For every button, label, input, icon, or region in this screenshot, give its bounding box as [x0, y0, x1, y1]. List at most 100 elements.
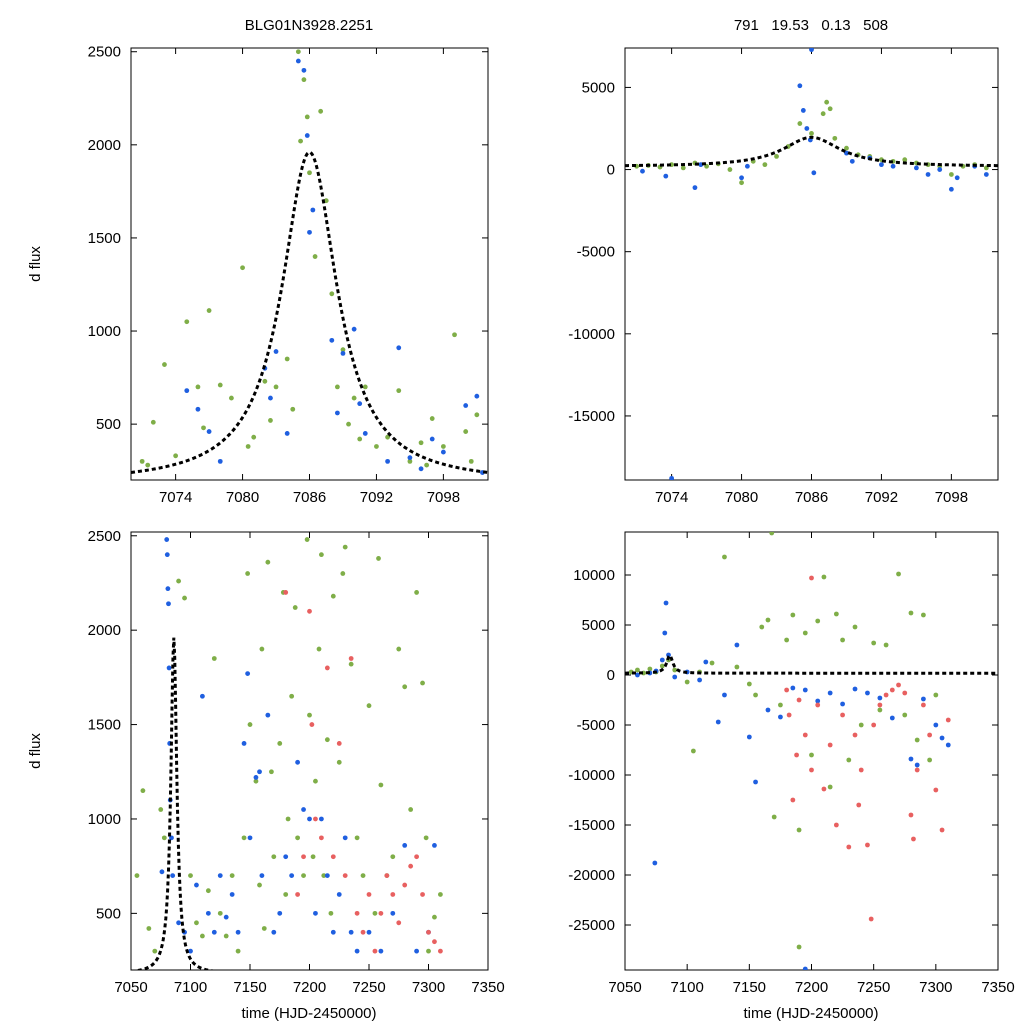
data-point: [292, 605, 298, 610]
series-green: [139, 49, 480, 468]
data-point: [301, 67, 307, 73]
y-tick-label: 1000: [88, 323, 121, 340]
data-point: [420, 680, 425, 686]
data-point: [815, 702, 821, 708]
data-point: [265, 712, 271, 718]
data-point: [858, 767, 864, 773]
data-point: [937, 167, 943, 172]
data-point: [268, 418, 273, 423]
data-point: [319, 835, 324, 841]
data-point: [896, 571, 901, 577]
data-point: [195, 406, 201, 412]
data-point: [245, 444, 251, 449]
data-point: [794, 752, 799, 758]
data-point: [809, 48, 814, 53]
data-point: [245, 571, 251, 576]
data-point: [800, 108, 806, 113]
data-point: [440, 444, 446, 449]
data-point: [945, 717, 951, 723]
y-tick-label: 2500: [88, 528, 121, 545]
data-point: [820, 111, 826, 117]
model-curve: [625, 135, 998, 168]
data-point: [802, 732, 808, 738]
data-point: [432, 914, 437, 920]
data-point: [945, 742, 951, 748]
data-point: [815, 698, 821, 704]
data-point: [790, 612, 796, 618]
y-tick-label: -10000: [568, 767, 615, 784]
data-point: [372, 948, 378, 954]
y-tick-label: 10000: [573, 567, 615, 584]
data-point: [840, 637, 845, 643]
data-point: [727, 167, 733, 172]
data-point: [833, 822, 839, 828]
data-point: [357, 401, 363, 407]
data-point: [744, 163, 750, 169]
x-axis-label: time (HJD-2450000): [743, 1005, 878, 1022]
x-tick-label: 7300: [412, 979, 445, 996]
data-point: [414, 948, 419, 954]
data-point: [809, 752, 814, 758]
data-point: [911, 836, 916, 842]
data-point: [229, 395, 234, 401]
x-tick-label: 7300: [919, 979, 952, 996]
data-point: [134, 873, 140, 879]
data-point: [253, 775, 259, 780]
data-point: [329, 291, 335, 297]
y-tick-label: 1000: [88, 811, 121, 828]
data-point: [295, 892, 300, 897]
y-tick-label: -15000: [568, 408, 615, 425]
data-point: [336, 759, 342, 765]
data-point: [273, 349, 279, 354]
data-point: [715, 719, 721, 725]
data-point: [217, 382, 223, 388]
data-point: [765, 707, 771, 713]
data-point: [372, 910, 378, 916]
data-point: [176, 578, 182, 584]
data-point: [319, 816, 324, 822]
data-point: [889, 715, 895, 721]
data-point: [152, 948, 158, 954]
data-point: [354, 910, 360, 916]
data-point: [865, 842, 870, 848]
data-point: [690, 748, 696, 754]
data-point: [414, 590, 419, 595]
data-point: [827, 106, 833, 112]
data-point: [310, 854, 316, 860]
x-tick-label: 7350: [981, 979, 1014, 996]
data-point: [821, 786, 827, 792]
data-point: [390, 892, 396, 897]
y-tick-label: -20000: [568, 867, 615, 884]
data-point: [298, 138, 303, 144]
data-point: [295, 58, 301, 64]
data-point: [351, 326, 357, 332]
data-point: [140, 788, 146, 794]
plot-area: [625, 48, 998, 480]
data-point: [295, 835, 300, 841]
data-point: [914, 737, 920, 743]
data-point: [407, 458, 413, 464]
data-point: [852, 686, 858, 692]
data-point: [217, 910, 223, 916]
data-point: [301, 807, 306, 812]
data-point: [640, 168, 645, 174]
data-point: [374, 444, 379, 449]
data-point: [396, 388, 402, 394]
data-point: [319, 552, 324, 558]
data-point: [206, 429, 212, 434]
data-point: [342, 873, 348, 879]
data-point: [844, 145, 849, 151]
data-point: [879, 162, 884, 168]
series-blue: [640, 48, 989, 480]
data-point: [223, 914, 229, 920]
data-point: [384, 873, 390, 879]
y-tick-label: 2000: [88, 622, 121, 639]
data-point: [342, 544, 348, 550]
data-point: [827, 742, 833, 748]
data-point: [734, 664, 740, 670]
data-point: [663, 600, 669, 606]
y-tick-label: -5000: [577, 717, 615, 734]
data-point: [310, 207, 316, 213]
data-point: [188, 948, 193, 954]
data-point: [868, 916, 874, 922]
